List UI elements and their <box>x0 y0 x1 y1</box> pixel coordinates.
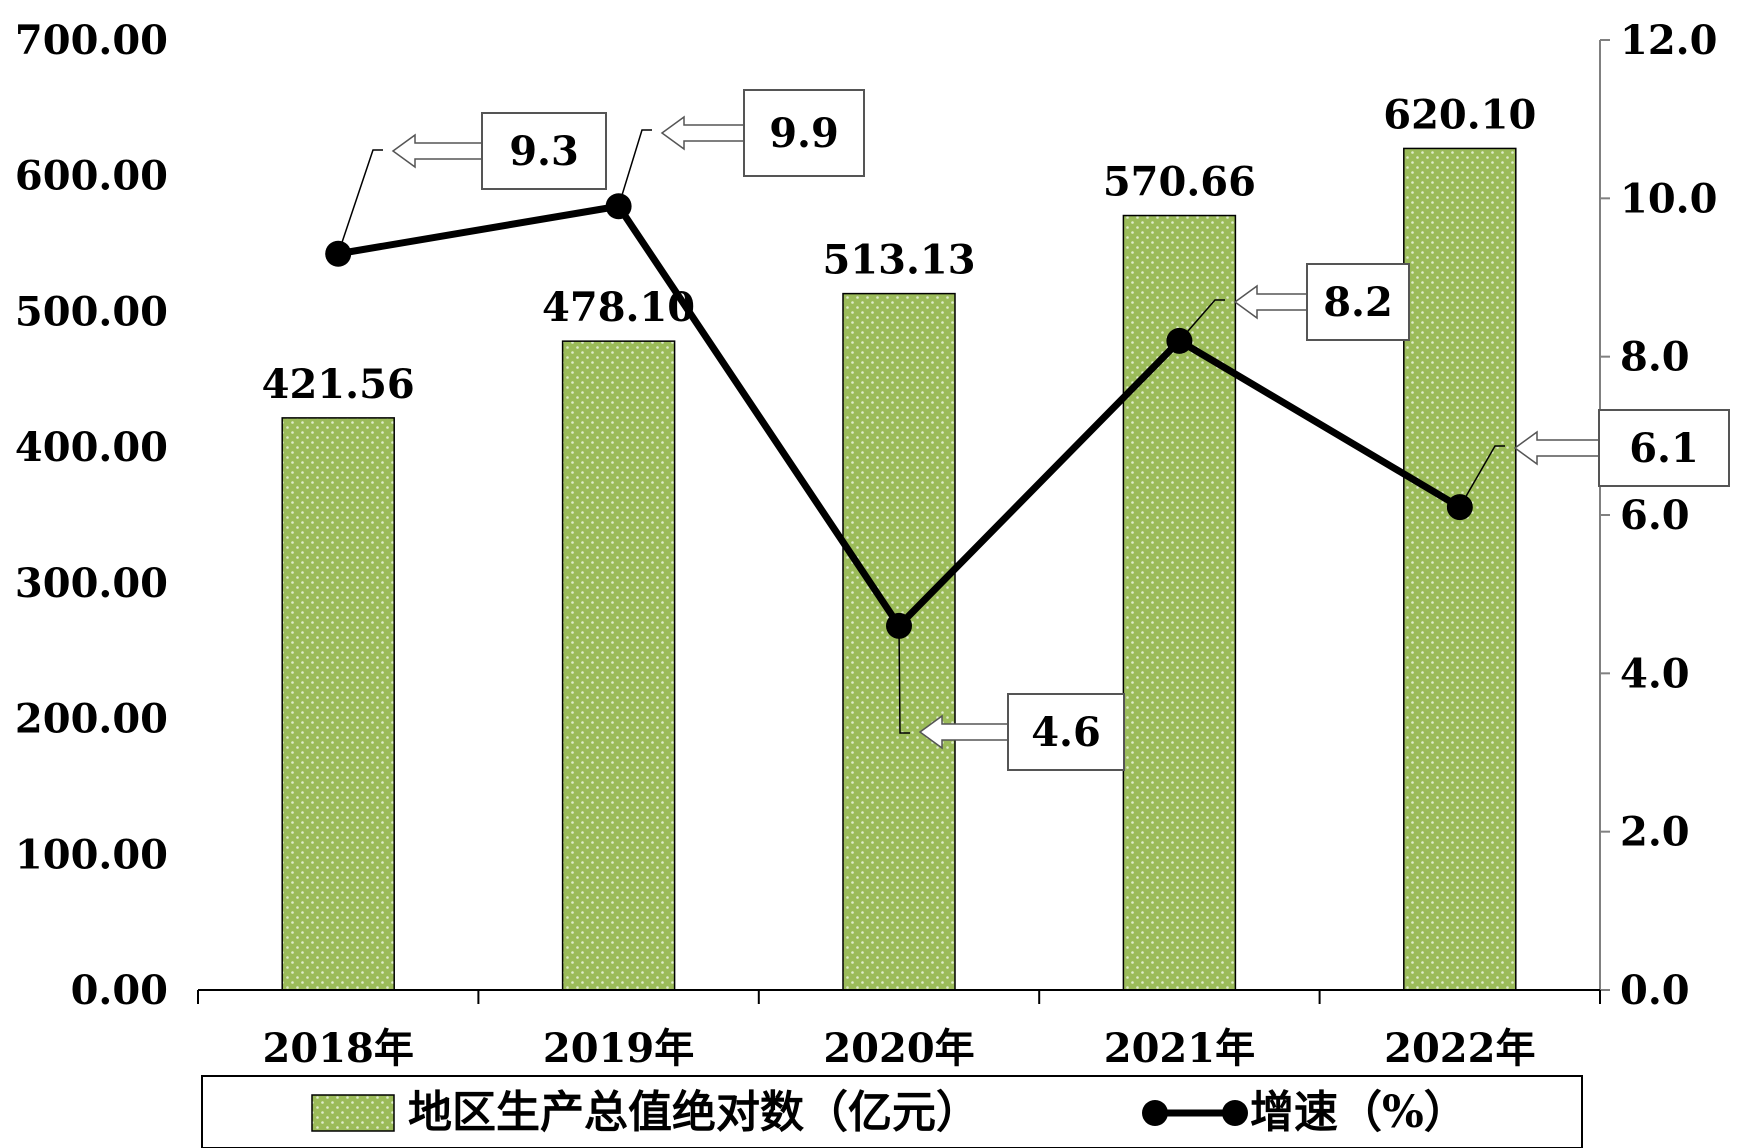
line-value-label: 9.9 <box>769 110 839 157</box>
bar-value-label: 513.13 <box>822 237 975 284</box>
y-left-tick-label: 700.00 <box>15 17 168 64</box>
callout-box <box>481 112 607 190</box>
legend-line-label: 增速（%） <box>1250 1087 1468 1138</box>
bar-2019年[interactable] <box>561 340 676 991</box>
y-left-tick-label: 0.00 <box>71 967 168 1014</box>
legend-line-marker <box>1222 1100 1248 1126</box>
y-right-tick-label: 10.0 <box>1620 175 1717 222</box>
callout-arrow <box>1233 284 1308 320</box>
y-left-tick-label: 200.00 <box>15 696 168 743</box>
y-right-tick-label: 0.0 <box>1620 967 1690 1014</box>
callout-box <box>1598 409 1730 487</box>
callout-box <box>1007 693 1125 771</box>
y-right-tick-label: 4.0 <box>1620 650 1690 697</box>
bar-value-label: 478.10 <box>542 284 695 331</box>
y-left-tick-label: 500.00 <box>15 288 168 335</box>
bar-2018年[interactable] <box>281 417 395 991</box>
x-category-label: 2022年 <box>1384 1025 1535 1072</box>
y-left-tick-label: 400.00 <box>15 424 168 471</box>
y-right-tick-label: 6.0 <box>1620 492 1690 539</box>
x-category-label: 2019年 <box>543 1025 694 1072</box>
legend <box>201 1075 1583 1148</box>
legend-bar-swatch <box>311 1094 395 1132</box>
callout-arrow <box>1513 430 1600 466</box>
y-left-tick-label: 100.00 <box>15 831 168 878</box>
y-left-tick-label: 300.00 <box>15 560 168 607</box>
callout-leader <box>898 625 910 734</box>
x-category-label: 2021年 <box>1104 1025 1255 1072</box>
y-right-tick-label: 12.0 <box>1620 17 1717 64</box>
line-value-label: 4.6 <box>1031 709 1101 756</box>
line-value-label: 6.1 <box>1629 425 1699 472</box>
callout-arrow <box>391 133 483 169</box>
x-category-label: 2020年 <box>823 1025 974 1072</box>
line-value-label: 8.2 <box>1323 279 1393 326</box>
bar-value-label: 570.66 <box>1103 159 1256 206</box>
callout-box <box>743 89 865 177</box>
bar-2022年[interactable] <box>1403 147 1517 991</box>
callout-leader <box>617 129 652 207</box>
legend-line-marker <box>1142 1100 1168 1126</box>
callout-leader <box>337 149 383 254</box>
callout-leader <box>1178 299 1225 342</box>
callout-box <box>1306 263 1410 341</box>
line-value-label: 9.3 <box>509 128 579 175</box>
plot-area: 0.00 100.00 200.00 300.00 400.00 500.00 600.00… <box>15 17 1730 1148</box>
x-category-label: 2018年 <box>263 1025 414 1072</box>
callout-leader <box>1459 445 1505 508</box>
y-right-tick-label: 2.0 <box>1620 809 1690 856</box>
bar-value-label: 620.10 <box>1383 91 1536 138</box>
y-left-tick-label: 600.00 <box>15 153 168 200</box>
callout-arrow <box>660 115 745 151</box>
growth-point-2022年[interactable] <box>1446 494 1473 521</box>
y-right-tick-label: 8.0 <box>1620 334 1690 381</box>
bar-value-label: 421.56 <box>262 361 415 408</box>
legend-bar-label: 地区生产总值绝对数（亿元） <box>408 1087 980 1138</box>
